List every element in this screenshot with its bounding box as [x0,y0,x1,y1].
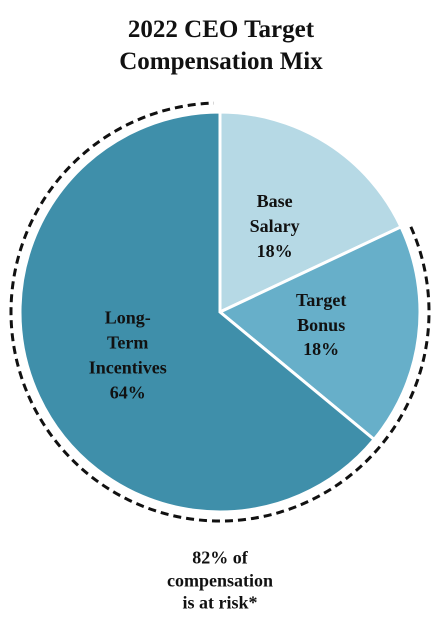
slice-name: Base Salary [249,190,300,236]
slice-name: Long- Term Incentives [88,307,167,378]
slice-value: 18% [256,240,293,261]
pie-slice [218,110,403,315]
pie-slice [18,110,377,514]
slice-value: 64% [109,382,146,403]
slice-label: Target Bonus 18% [296,288,346,362]
chart-title: 2022 CEO Target Compensation Mix [119,16,323,75]
annotation: 82% of compensation is at risk* [166,547,274,613]
pie-slice [217,224,422,442]
slice-value: 18% [303,339,340,360]
slice-label: Base Salary 18% [250,189,300,263]
slice-label: Long- Term Incentives 64% [89,306,167,405]
at-risk-outline [9,101,431,523]
slice-name: Target Bonus [296,289,347,335]
